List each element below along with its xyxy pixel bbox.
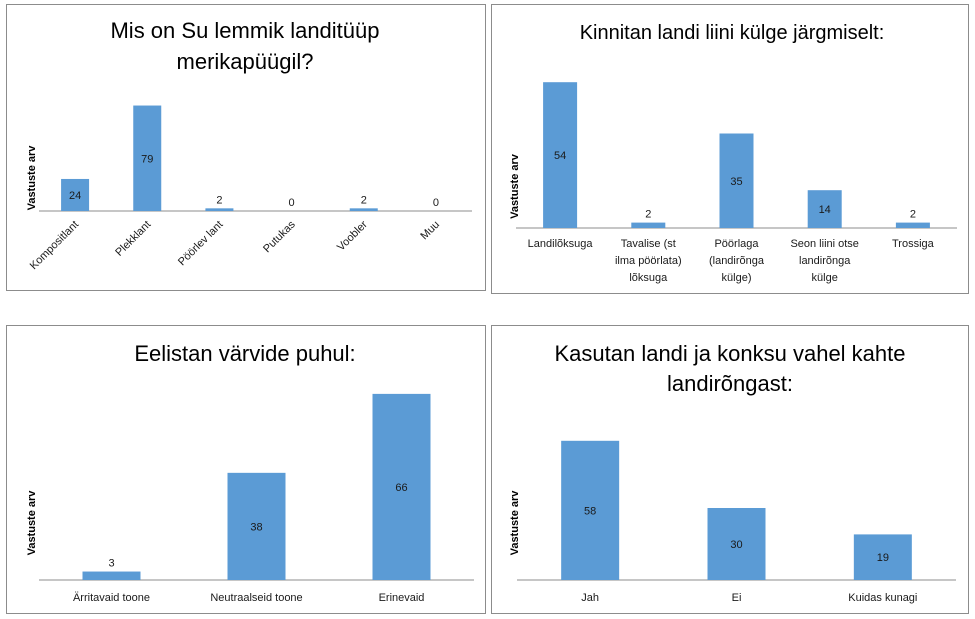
data-label: 38 [250,521,262,533]
data-label: 19 [877,552,889,564]
chart-title: Eelistan värvide puhul: [134,341,355,366]
tick-label: Pöörlev lant [176,219,226,269]
tick-label: Plekklant [113,219,153,259]
data-label: 14 [819,204,831,216]
data-label: 2 [910,209,916,221]
data-label: 0 [289,197,295,209]
tick-label: Voobler [335,218,370,253]
bar [895,222,930,228]
tick-label: Neutraalseid toone [210,592,302,604]
data-label: 66 [395,482,407,494]
tick-label: landirõnga [799,255,851,267]
chart-panel-line-attachment: Kinnitan landi liini külge järgmiselt: Va… [491,4,969,294]
tick-label: Pöörlaga [714,238,759,250]
tick-label: Kuidas kunagi [848,592,917,604]
tick-label: lõksuga [629,272,668,284]
tick-label: Ei [732,592,742,604]
bar [631,222,666,228]
tick-label: Landilõksuga [528,238,594,250]
chart-title: Kinnitan landi liini külge järgmiselt: [580,22,885,44]
chart-title-line: Kasutan landi ja konksu vahel kahte [554,341,905,366]
chart-title-line: Mis on Su lemmik landitüüp [110,18,379,43]
chart-title-line: landirõngast: [667,371,793,396]
chart-svg-line-attachment: Kinnitan landi liini külge järgmiselt: Va… [509,22,957,284]
chart-title-line: merikapüügil? [177,49,314,74]
bar [349,208,378,211]
bar [719,133,754,228]
tick-label: Trossiga [892,238,935,250]
bar [133,105,162,211]
chart-panel-split-rings: Kasutan landi ja konksu vahel kahte landi… [491,325,969,614]
chart-svg-color-preference: Eelistan värvide puhul: Vastuste arv 3 Ärri… [26,341,474,604]
data-label: 3 [108,558,114,570]
chart-svg-split-rings: Kasutan landi ja konksu vahel kahte landi… [509,341,956,604]
bar [82,571,141,580]
chart-panel-lure-type: Mis on Su lemmik landitüüp merikapüügil? V… [6,4,486,291]
data-label: 30 [730,539,742,551]
chart-panel-color-preference: Eelistan värvide puhul: Vastuste arv 3 Ärri… [6,325,486,614]
tick-label: külge [812,272,838,284]
tick-label: (landirõnga [709,255,765,267]
data-label: 54 [554,150,566,162]
tick-label: külge) [722,272,752,284]
data-label: 79 [141,153,153,165]
bar [61,178,90,211]
data-label: 0 [433,197,439,209]
tick-label: Jah [581,592,599,604]
data-label: 35 [730,176,742,188]
tick-label: Erinevaid [379,592,425,604]
bar [807,190,842,228]
bar [205,208,234,211]
bar [227,472,286,580]
bar [561,440,620,580]
chart-svg-lure-type: Mis on Su lemmik landitüüp merikapüügil? V… [26,18,472,272]
tick-label: Ärritavaid toone [73,592,150,604]
y-axis-label: Vastuste arv [509,153,521,219]
tick-label: Muu [418,219,442,243]
data-label: 2 [361,194,367,206]
tick-label: Tavalise (st [621,238,676,250]
tick-label: Seon liini otse [790,238,859,250]
data-label: 24 [69,190,81,202]
data-label: 2 [645,209,651,221]
tick-label: Putukas [261,218,298,255]
bar [372,393,431,580]
y-axis-label: Vastuste arv [26,145,38,211]
bar [543,82,578,228]
y-axis-label: Vastuste arv [509,490,521,556]
bar [707,508,766,580]
y-axis-label: Vastuste arv [26,490,38,556]
tick-label: ilma pöörlata) [615,255,682,267]
tick-label: Kompositlant [28,219,81,272]
bar [853,534,912,580]
data-label: 58 [584,505,596,517]
data-label: 2 [216,194,222,206]
